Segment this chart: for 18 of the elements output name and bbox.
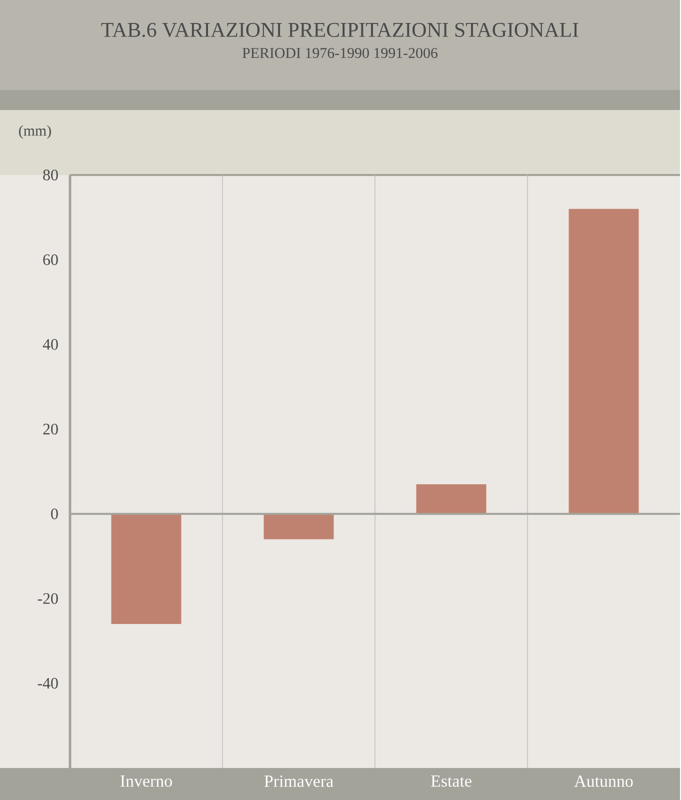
x-tick-label: Inverno xyxy=(120,776,172,787)
text: (mm) xyxy=(19,125,51,139)
x-tick-label: Primavera xyxy=(264,776,334,787)
y-tick-label: -20 xyxy=(38,593,58,604)
y-tick-label: 0 xyxy=(51,508,58,520)
y-tick-label: 60 xyxy=(43,254,58,266)
bar xyxy=(264,514,334,540)
y-tick-label: -40 xyxy=(38,678,58,689)
x-tick-label: Estate xyxy=(431,776,472,787)
chart-title: TAB.6 VARIAZIONI PRECIPITAZIONI STAGIONALI xyxy=(101,22,578,38)
y-tick-label: 20 xyxy=(43,424,58,435)
x-tick-label: Autunno xyxy=(574,776,633,787)
bar xyxy=(111,514,182,624)
chart-subtitle: PERIODI 1976-1990 1991-2006 xyxy=(242,48,438,58)
y-tick-label: 40 xyxy=(42,339,58,350)
bar xyxy=(416,484,486,514)
y-tick-label: 80 xyxy=(43,170,58,180)
bar xyxy=(568,208,639,514)
